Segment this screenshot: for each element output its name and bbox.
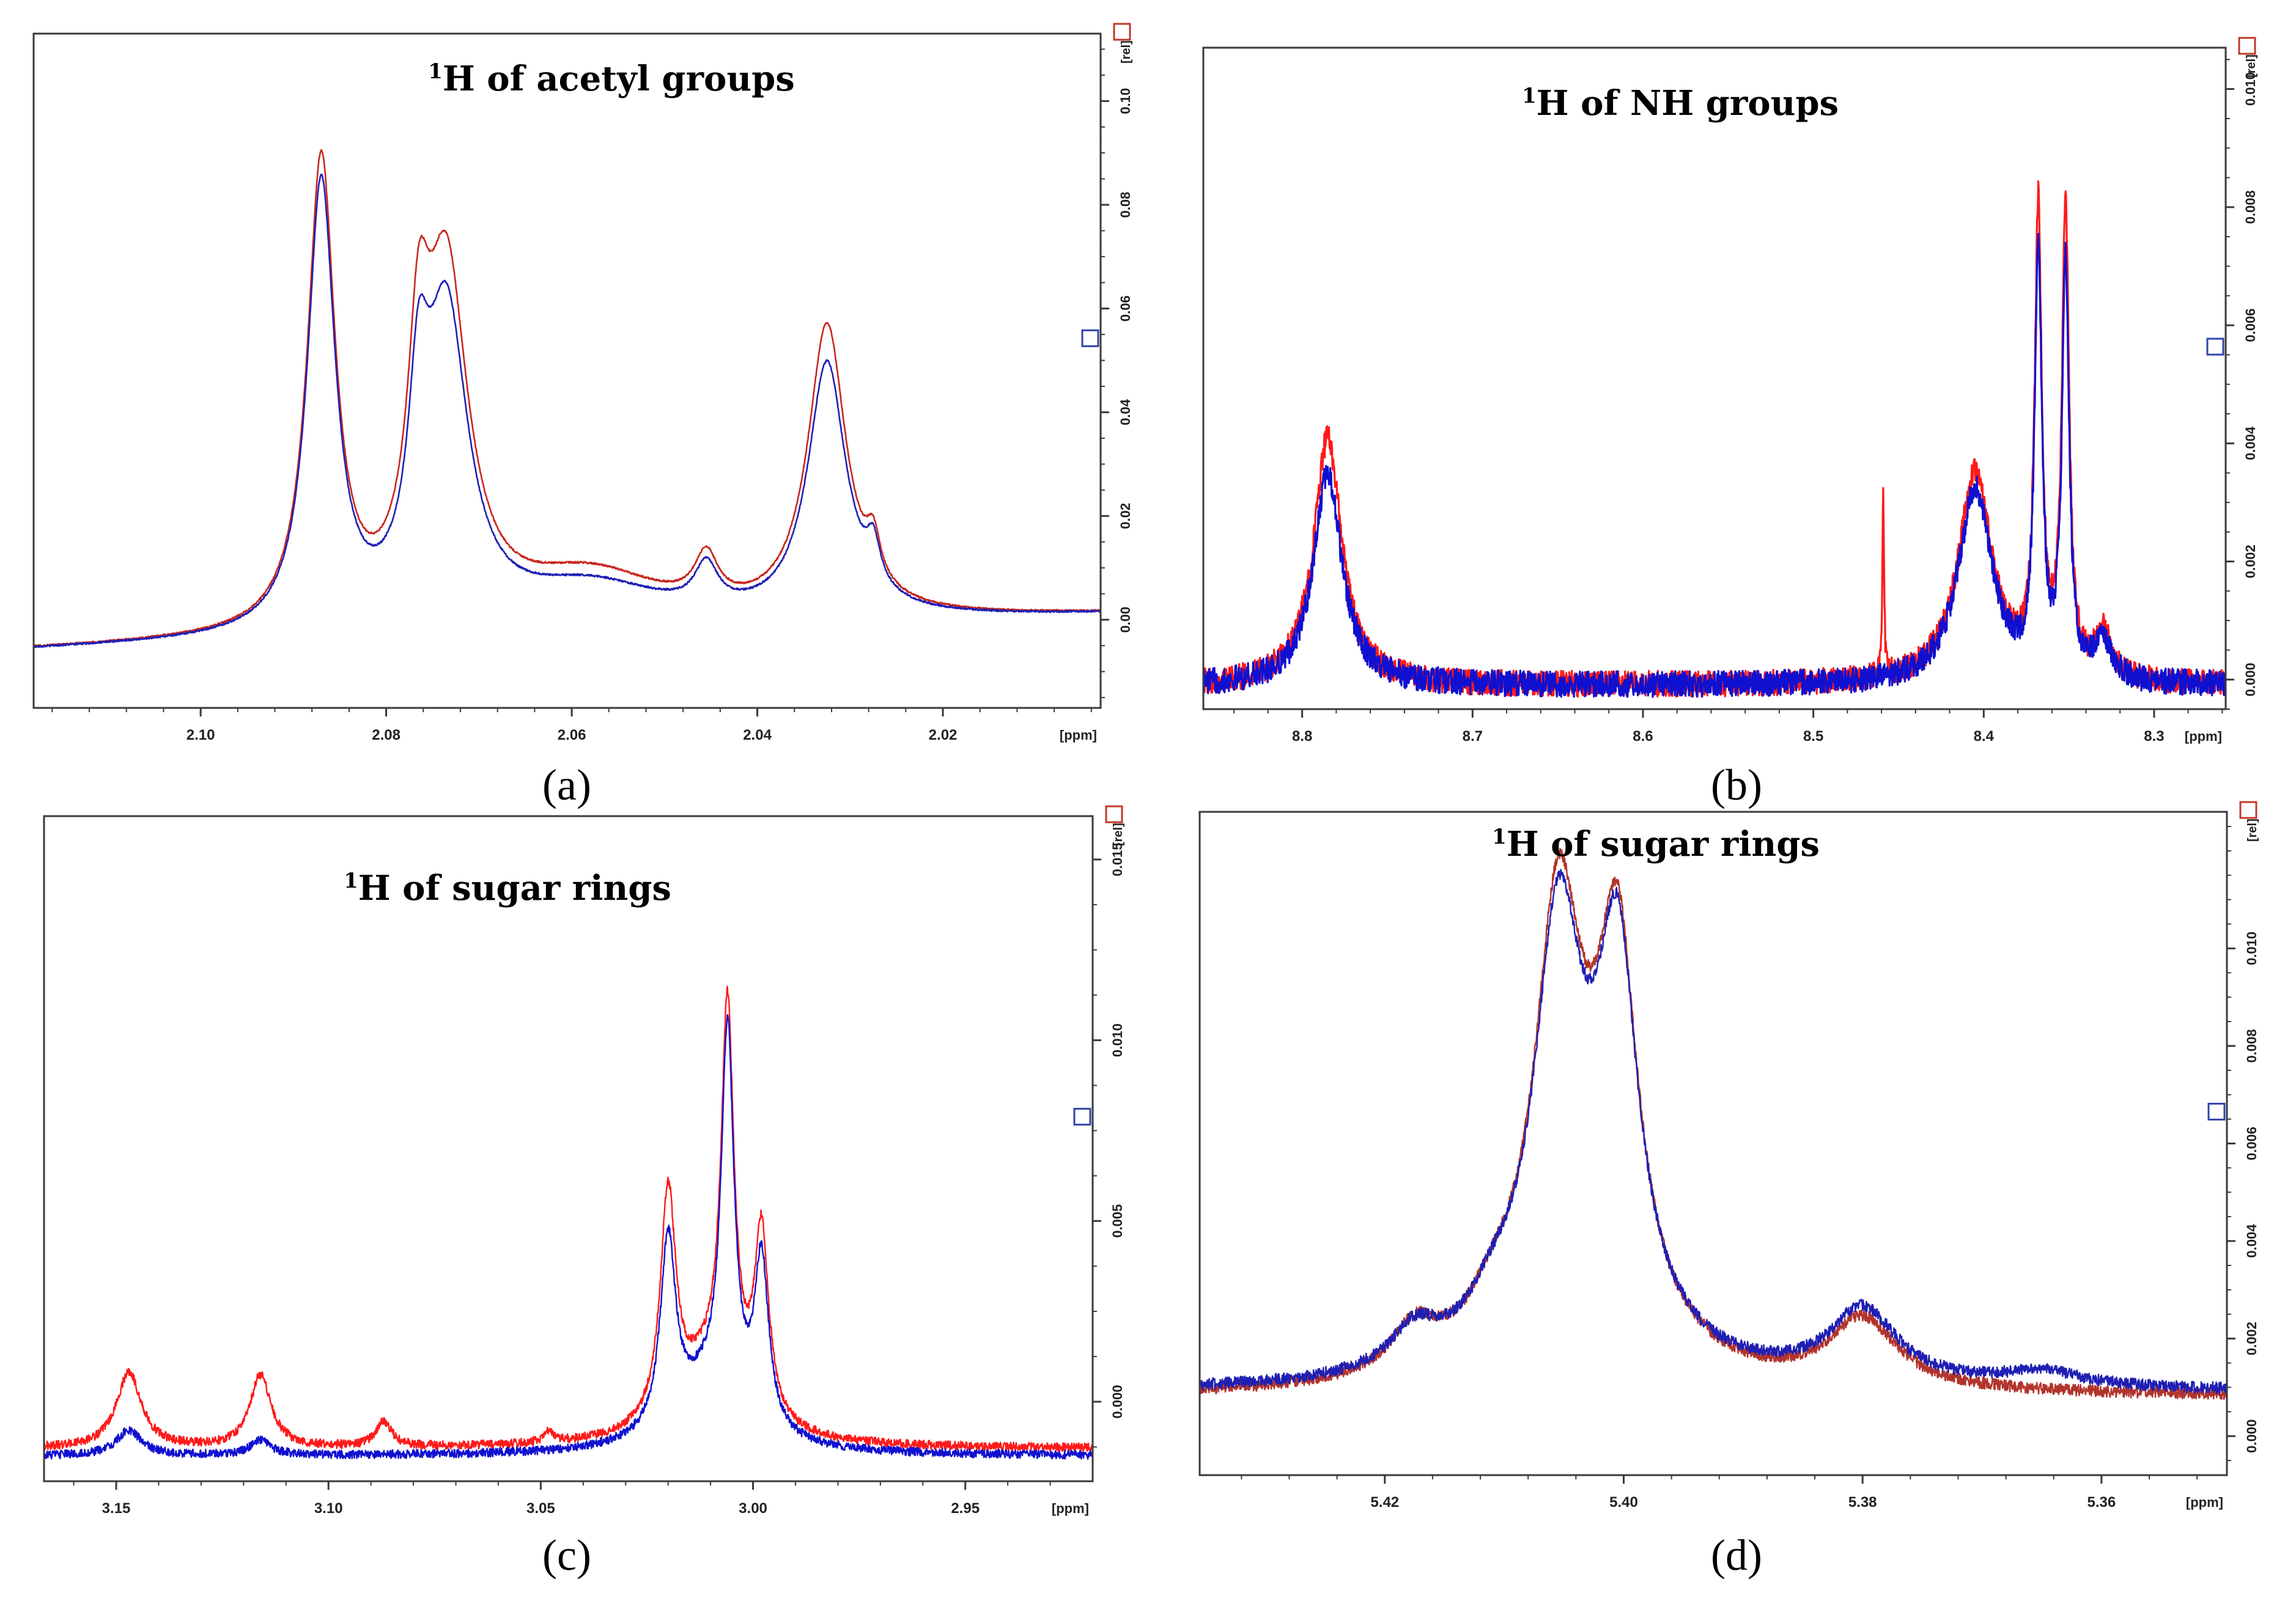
- spectrum-title: 1H of NH groups: [1522, 83, 1839, 123]
- x-tick-label: 8.5: [1803, 728, 1823, 745]
- y-tick-label: 0.002: [2244, 1322, 2259, 1355]
- x-axis-unit-label: [ppm]: [2186, 1495, 2223, 1510]
- x-tick-label: 8.3: [2144, 728, 2164, 745]
- x-tick-label: 2.06: [558, 727, 586, 743]
- x-tick-label: 2.10: [186, 727, 215, 743]
- y-tick-label: 0.10: [1118, 88, 1133, 114]
- series-line-blue: [1202, 232, 2227, 698]
- y-tick-label: 0.000: [1110, 1385, 1125, 1418]
- title-superscript: 1: [344, 869, 358, 893]
- title-text: H of NH groups: [1537, 83, 1839, 123]
- y-tick-label: 0.08: [1118, 192, 1133, 218]
- title-text: H of sugar rings: [358, 868, 671, 908]
- y-axis-unit-label: [rel]: [1112, 823, 1125, 846]
- plot-frame-border: [43, 815, 1094, 1482]
- panel-label: (b): [1711, 760, 1762, 809]
- series-line-blue: [1199, 869, 2228, 1394]
- panel-label: (a): [542, 760, 591, 809]
- y-tick-label: 0.008: [2244, 1029, 2259, 1062]
- y-axis-unit-label: [rel]: [1120, 40, 1133, 64]
- title-superscript: 1: [1492, 825, 1507, 849]
- series-line-blue: [33, 173, 1101, 648]
- y-tick-label: 0.006: [2243, 309, 2258, 342]
- spectrum-panel-3: 3.15 3.10 3.05 3.00 2.95 [ppm] 0.000 0.005 0.010…: [43, 805, 1125, 1580]
- trace-marker-blue: [2207, 1102, 2226, 1121]
- x-tick-label: 3.10: [314, 1500, 343, 1517]
- trace-marker-red: [1105, 805, 1123, 823]
- y-tick-label: 0.002: [2243, 545, 2258, 578]
- spectrum-panel-2: 8.8 8.7 8.6 8.5 8.4 8.3 [ppm] 0.000 0.002 0.004 0.…: [1202, 37, 2258, 809]
- plot-frame: [1202, 46, 2227, 710]
- title-text: H of acetyl groups: [443, 59, 795, 99]
- plot-frame: [32, 32, 1102, 709]
- x-tick-label: 3.15: [102, 1500, 131, 1517]
- y-tick-label: 0.010: [1110, 1023, 1125, 1057]
- y-tick-label: 0.00: [1118, 606, 1133, 633]
- title-superscript: 1: [428, 59, 443, 84]
- spectrum-title: 1H of sugar rings: [1492, 824, 1820, 864]
- spectrum-title: 1H of sugar rings: [344, 868, 671, 908]
- y-tick-label: 0.010: [2244, 932, 2259, 965]
- x-tick-label: 5.40: [1609, 1494, 1638, 1511]
- y-axis-unit-label: [rel]: [2245, 54, 2258, 78]
- panel-label: (c): [542, 1531, 591, 1580]
- spectrum-title: 1H of acetyl groups: [428, 59, 795, 99]
- spectrum-panel-1: 2.10 2.08 2.06 2.04 2.02 [ppm] 0.00 0.02 0.04 0.0…: [32, 23, 1133, 809]
- x-tick-label: 3.00: [739, 1500, 767, 1517]
- x-tick-label: 5.42: [1370, 1494, 1399, 1511]
- y-tick-label: 0.015: [1110, 842, 1125, 876]
- x-tick-label: 8.8: [1292, 728, 1312, 745]
- series-line-red: [43, 985, 1094, 1453]
- series-line-red: [1198, 848, 2228, 1401]
- y-axis-unit-label: [rel]: [2246, 819, 2259, 842]
- plot-frame-border: [1202, 46, 2227, 710]
- x-tick-label: 2.02: [929, 727, 958, 743]
- x-tick-label: 5.38: [1848, 1494, 1877, 1511]
- x-tick-label: 5.36: [2087, 1494, 2116, 1511]
- y-tick-label: 0.04: [1118, 399, 1133, 425]
- y-tick-label: 0.008: [2243, 190, 2258, 224]
- y-tick-label: 0.06: [1118, 295, 1133, 322]
- y-tick-label: 0.02: [1118, 503, 1133, 529]
- trace-marker-red: [2239, 801, 2257, 819]
- y-tick-label: 0.004: [2244, 1224, 2259, 1258]
- x-tick-label: 8.4: [1974, 728, 1995, 745]
- trace-marker-red: [2238, 37, 2256, 55]
- y-tick-label: 0.005: [1110, 1204, 1125, 1238]
- x-tick-label: 2.04: [743, 727, 772, 743]
- y-tick-label: 0.004: [2243, 426, 2258, 460]
- trace-marker-red: [1113, 23, 1131, 41]
- y-tick-label: 0.000: [2244, 1419, 2259, 1453]
- title-superscript: 1: [1522, 84, 1537, 108]
- plot-frame: [1198, 811, 2228, 1476]
- x-tick-label: 8.7: [1463, 728, 1483, 745]
- trace-marker-blue: [2206, 337, 2224, 356]
- spectrum-panel-4: 5.42 5.40 5.38 5.36 [ppm] 0.000 0.002 0.004 0.00…: [1198, 801, 2259, 1580]
- x-axis-unit-label: [ppm]: [1052, 1501, 1089, 1516]
- y-tick-label: 0.006: [2244, 1127, 2259, 1160]
- x-tick-label: 2.95: [951, 1500, 980, 1517]
- x-axis-unit-label: [ppm]: [2185, 729, 2222, 744]
- panel-label: (d): [1711, 1531, 1762, 1580]
- series-line-blue: [43, 1014, 1094, 1460]
- x-tick-label: 2.08: [372, 727, 401, 743]
- title-text: H of sugar rings: [1507, 824, 1820, 864]
- x-tick-label: 8.6: [1633, 728, 1653, 745]
- y-tick-label: 0.010: [2243, 72, 2258, 106]
- trace-marker-blue: [1073, 1108, 1091, 1126]
- x-tick-label: 3.05: [526, 1500, 555, 1517]
- trace-marker-blue: [1081, 329, 1099, 347]
- plot-frame: [43, 815, 1094, 1482]
- y-tick-label: 0.000: [2243, 663, 2258, 696]
- x-axis-unit-label: [ppm]: [1060, 727, 1097, 743]
- plot-frame-border: [32, 32, 1102, 709]
